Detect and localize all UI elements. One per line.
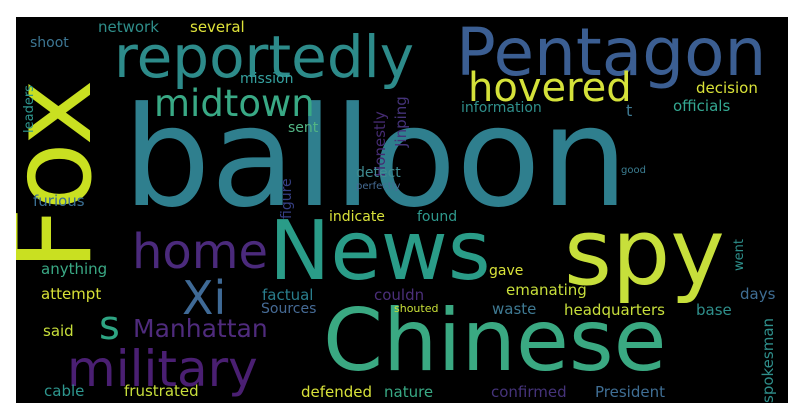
word-figure: figure bbox=[279, 178, 295, 219]
word-attempt: attempt bbox=[41, 285, 102, 303]
word-military: military bbox=[67, 340, 258, 398]
word-cable: cable bbox=[44, 382, 85, 400]
word-chinese: Chinese bbox=[323, 291, 667, 391]
word-factual: factual bbox=[262, 286, 314, 304]
word-home: home bbox=[132, 224, 269, 280]
word-days: days bbox=[740, 285, 776, 303]
word-anything: anything bbox=[41, 260, 108, 278]
word-balloon: balloon bbox=[123, 77, 629, 238]
word-frustrated: frustrated bbox=[124, 382, 199, 400]
word-found: found bbox=[417, 209, 458, 225]
word-base: base bbox=[696, 301, 732, 319]
word-gave: gave bbox=[489, 263, 524, 279]
word-emanating: emanating bbox=[506, 281, 587, 299]
word-confirmed: confirmed bbox=[491, 383, 567, 401]
word-said: said bbox=[43, 322, 74, 340]
word-xi: Xi bbox=[182, 271, 227, 325]
word-detect: detect bbox=[356, 165, 401, 181]
word-indicate: indicate bbox=[329, 209, 385, 225]
word-reportedly: reportedly bbox=[114, 23, 415, 91]
word-cloud: balloon News Chinese spy Fox Pentagon re… bbox=[16, 17, 788, 403]
word-information: information bbox=[461, 100, 542, 116]
word-officials: officials bbox=[673, 97, 731, 115]
word-nature: nature bbox=[384, 383, 434, 401]
word-hovered: hovered bbox=[468, 65, 632, 111]
word-good: good bbox=[621, 165, 646, 176]
word-shouted: shouted bbox=[394, 302, 439, 315]
word-manhattan: Manhattan bbox=[133, 314, 268, 343]
word-mission: mission bbox=[240, 71, 294, 87]
word-president: President bbox=[595, 383, 665, 401]
word-couldn: couldn bbox=[374, 286, 425, 304]
word-went: went bbox=[732, 239, 747, 271]
word-several: several bbox=[190, 18, 245, 36]
word-t: t bbox=[626, 101, 633, 120]
word-headquarters: headquarters bbox=[564, 301, 665, 319]
word-jinping: Jinping bbox=[392, 96, 410, 147]
word-news: News bbox=[269, 204, 491, 299]
word-s: s bbox=[99, 303, 120, 349]
word-network: network bbox=[98, 18, 159, 36]
word-shoot: shoot bbox=[30, 35, 69, 51]
word-furious: furious bbox=[33, 192, 85, 210]
word-leaders: leaders bbox=[22, 85, 37, 133]
word-spokesman: spokesman bbox=[759, 317, 777, 403]
word-decision: decision bbox=[696, 79, 758, 97]
word-pentagon: Pentagon bbox=[456, 17, 767, 91]
word-defended: defended bbox=[301, 383, 373, 401]
word-waste: waste bbox=[492, 300, 537, 318]
word-spy: spy bbox=[564, 199, 725, 306]
word-sent: sent bbox=[288, 120, 319, 136]
word-perfectly: perfectly bbox=[356, 181, 401, 192]
word-midtown: midtown bbox=[154, 82, 315, 125]
word-sources: Sources bbox=[261, 301, 317, 317]
